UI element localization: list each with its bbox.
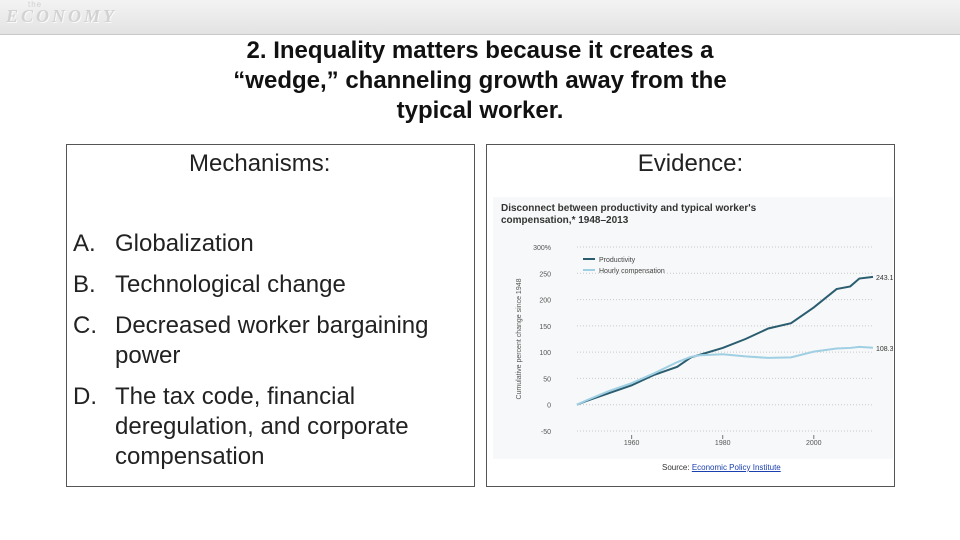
series-end-label: 243.1% [876, 275, 893, 282]
chart-source: Source: Economic Policy Institute [662, 463, 781, 472]
y-tick-label: 50 [543, 376, 551, 383]
y-tick-label: 0 [547, 403, 551, 410]
chart-title-line: compensation,* 1948–2013 [501, 215, 629, 226]
source-link[interactable]: Economic Policy Institute [691, 463, 781, 472]
mechanisms-panel: Mechanisms: A. Globalization B. Technolo… [66, 144, 475, 487]
y-tick-label: -50 [541, 429, 551, 436]
line-chart: 300% 250 200 150 100 50 0 -50 1960 1980 2000 Cumula… [516, 245, 893, 447]
mechanisms-list: A. Globalization B. Technological change… [73, 229, 473, 483]
title-line: 2. Inequality matters because it creates… [246, 37, 714, 64]
y-tick-label: 250 [539, 271, 551, 278]
legend-label: Hourly compensation [599, 268, 665, 275]
economy-logo: ECONOMY [6, 6, 118, 26]
list-item-letter: D. [73, 383, 97, 410]
list-item-text: Decreased worker bargaining power [115, 312, 429, 369]
list-item-letter: B. [73, 271, 96, 298]
list-item-text: Globalization [115, 230, 254, 257]
title-line: “wedge,” channeling growth away from the [233, 67, 727, 94]
legend-label: Productivity [599, 257, 636, 264]
slide-title: 2. Inequality matters because it creates… [150, 36, 810, 126]
series-end-label: 108.3% [876, 346, 893, 353]
list-item-letter: C. [73, 312, 97, 339]
list-item-text: Technological change [115, 271, 346, 298]
source-label: Source: [662, 463, 690, 472]
y-tick-label: 300% [533, 245, 551, 252]
top-bar: the ECONOMY [0, 0, 960, 35]
list-item: A. Globalization [73, 229, 473, 259]
y-axis-label: Cumulative percent change since 1948 [516, 278, 523, 399]
x-tick-label: 2000 [806, 440, 822, 447]
x-tick-label: 1960 [624, 440, 640, 447]
list-item: C. Decreased worker bargaining power [73, 311, 473, 371]
chart-container: Disconnect between productivity and typi… [493, 197, 893, 459]
x-tick-label: 1980 [715, 440, 731, 447]
y-tick-label: 100 [539, 350, 551, 357]
evidence-heading: Evidence: [637, 150, 744, 177]
list-item-letter: A. [73, 230, 96, 257]
series-line [576, 345, 874, 406]
title-line: typical worker. [396, 97, 564, 124]
list-item: D. The tax code, financial deregulation,… [73, 382, 473, 472]
chart-title: Disconnect between productivity and typi… [501, 203, 756, 227]
logo-the: the [28, 0, 43, 9]
series-line [576, 275, 874, 406]
evidence-panel: Evidence: Disconnect between productivit… [486, 144, 895, 487]
y-tick-label: 150 [539, 324, 551, 331]
chart-title-line: Disconnect between productivity and typi… [501, 203, 757, 214]
list-item: B. Technological change [73, 270, 473, 300]
y-tick-label: 200 [539, 298, 551, 305]
mechanisms-heading: Mechanisms: [189, 150, 331, 177]
list-item-text: The tax code, financial deregulation, an… [115, 383, 409, 470]
